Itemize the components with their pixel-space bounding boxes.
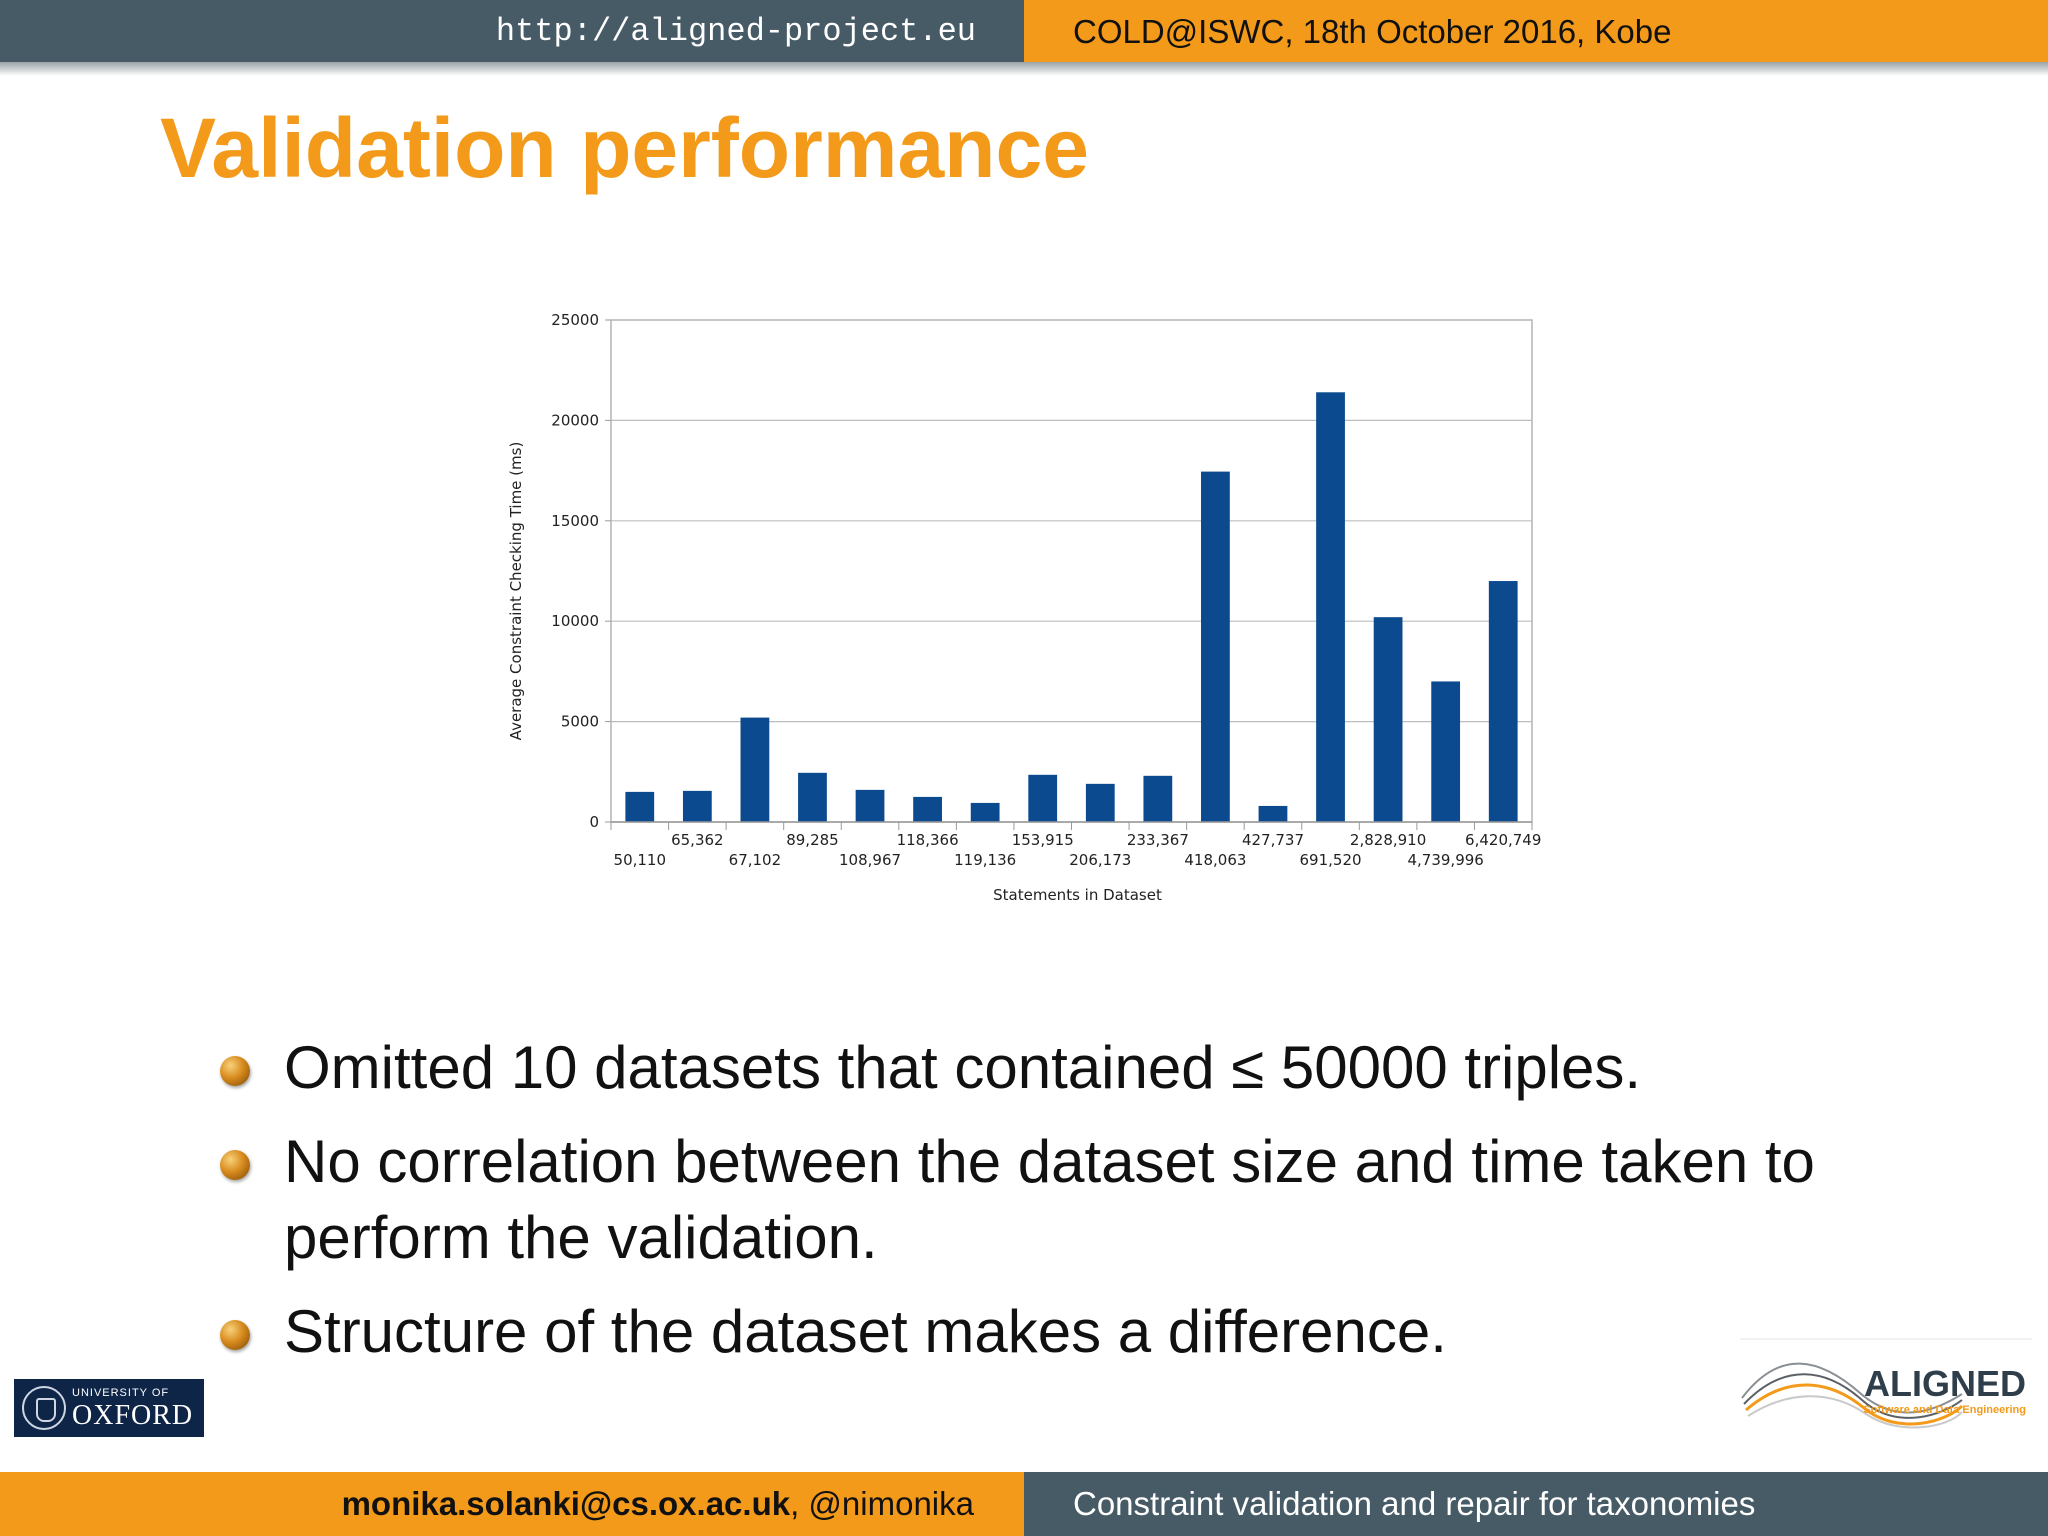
footer-bar-left [0,1472,1024,1536]
y-tick-label: 20000 [551,411,599,429]
footer-talk-title: Constraint validation and repair for tax… [1073,1485,1756,1522]
aligned-logo: ALIGNED Software and Data Engineering [1740,1338,2032,1430]
bullet-ball-icon [220,1056,250,1086]
header-event: COLD@ISWC, 18th October 2016, Kobe [1073,13,1672,50]
bullet-item: Omitted 10 datasets that contained ≤ 500… [216,1030,1916,1106]
x-tick-label: 153,915 [1012,831,1074,849]
x-tick-label: 233,367 [1127,831,1189,849]
bar [1085,783,1115,822]
oxford-crest-icon [22,1386,66,1430]
bar [740,717,770,822]
bar [1143,775,1173,822]
bar [625,791,655,822]
oxford-logo: UNIVERSITY OF OXFORD [14,1379,204,1437]
y-tick-label: 25000 [551,311,599,329]
header-bar-right [1024,0,2048,62]
x-tick-label: 118,366 [897,831,959,849]
bar [913,796,942,822]
x-tick-label: 67,102 [729,851,782,869]
bar [1488,581,1518,822]
bullet-ball-icon [220,1320,250,1350]
bullet-text: Omitted 10 datasets that contained ≤ 500… [284,1034,1642,1101]
oxford-logo-small-text: UNIVERSITY OF [72,1387,170,1399]
bar [1316,392,1345,822]
header-url: http://aligned-project.eu [495,13,976,50]
x-tick-label: 50,110 [614,851,667,869]
chart-area: 0 5000 10000 15000 20000 25000 50,110 65,362 67,… [507,311,1541,904]
x-tick-label: 89,285 [786,831,839,849]
x-tick-label: 65,362 [671,831,724,849]
x-axis-title: Statements in Dataset [993,886,1162,904]
header-shadow [0,62,2048,76]
y-tick-label: 10000 [551,612,599,630]
footer-handle: , @nimonika [790,1485,974,1522]
bullet-ball-icon [220,1150,250,1180]
bullet-text: Structure of the dataset makes a differe… [284,1298,1447,1365]
bar [970,802,1000,822]
bar [1258,805,1288,822]
oxford-logo-text: OXFORD [72,1400,194,1431]
bullet-item: No correlation between the dataset size … [216,1124,1916,1276]
x-tick-label: 2,828,910 [1350,831,1426,849]
bullet-item: Structure of the dataset makes a differe… [216,1294,1916,1370]
bullet-text: No correlation between the dataset size … [284,1128,1815,1271]
bar [1431,681,1461,822]
y-axis-title: Average Constraint Checking Time (ms) [507,442,525,741]
bar [1028,774,1058,822]
footer-bar-right [1024,1472,2048,1536]
bar [682,790,712,822]
bar [798,772,827,822]
y-tick-label: 0 [589,813,599,831]
x-tick-label: 108,967 [839,851,901,869]
footer-email: monika.solanki@cs.ox.ac.uk [341,1485,791,1522]
x-tick-label: 4,739,996 [1407,851,1483,869]
x-tick-label: 119,136 [954,851,1016,869]
x-tick-label: 6,420,749 [1465,831,1541,849]
x-tick-label: 418,063 [1184,851,1246,869]
x-tick-label: 206,173 [1069,851,1131,869]
y-tick-label: 5000 [561,713,599,731]
bar [855,789,885,822]
aligned-swoosh-icon [1740,1338,2032,1429]
footer-contact: monika.solanki@cs.ox.ac.uk, @nimonika [342,1485,974,1523]
bar [1373,617,1403,822]
slide-title: Validation performance [160,101,1089,195]
bullet-list: Omitted 10 datasets that contained ≤ 500… [216,1030,1916,1388]
y-tick-label: 15000 [551,512,599,530]
aligned-logo-tagline: Software and Data Engineering [1863,1404,2026,1416]
bar [1201,471,1230,822]
aligned-logo-text: ALIGNED [1864,1363,2026,1404]
x-tick-label: 427,737 [1242,831,1304,849]
x-tick-label: 691,520 [1300,851,1362,869]
header-bar-left [0,0,1024,62]
